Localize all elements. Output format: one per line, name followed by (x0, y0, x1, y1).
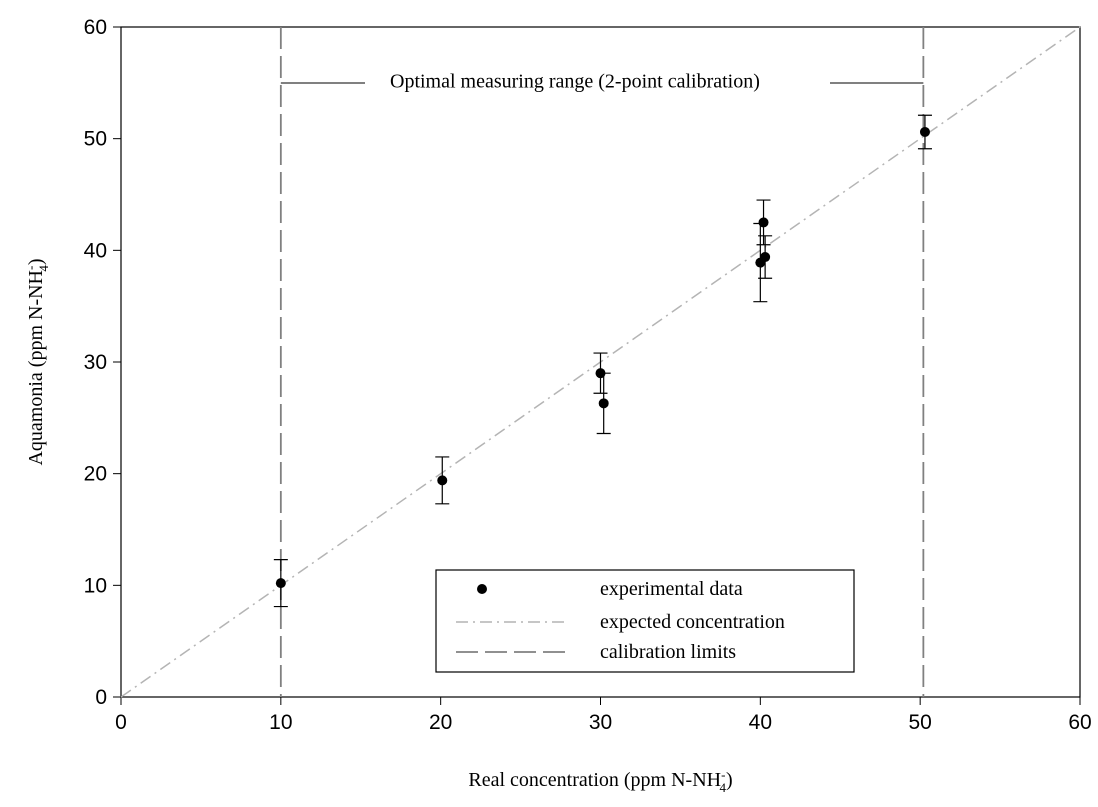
x-tick-label: 40 (749, 711, 772, 734)
x-tick-label: 20 (429, 711, 452, 734)
y-tick-label: 30 (84, 351, 107, 374)
x-axis-label: Real concentration (ppm N-NH-4) (468, 767, 732, 795)
y-tick-label: 60 (84, 16, 107, 39)
x-tick-label: 0 (115, 711, 127, 734)
data-point (275, 578, 286, 589)
x-tick-label: 10 (269, 711, 292, 734)
data-point (758, 217, 769, 228)
x-tick-label: 30 (589, 711, 612, 734)
legend-label: expected concentration (600, 611, 785, 633)
x-axis-label-sub: 4 (719, 780, 726, 795)
legend-box (435, 569, 855, 673)
x-axis-label-end: ) (726, 769, 733, 791)
y-axis-label-end: ) (25, 258, 47, 265)
data-point (919, 126, 930, 137)
y-tick-label: 0 (95, 686, 107, 709)
y-tick-label: 40 (84, 239, 107, 262)
legend-label: experimental data (600, 578, 743, 600)
data-point (598, 398, 609, 409)
x-axis-label-text: Real concentration (ppm N-NH (468, 769, 721, 791)
legend-label: calibration limits (600, 641, 736, 663)
y-axis-label-sub: 4 (36, 265, 51, 272)
legend-marker (477, 584, 487, 594)
y-tick-label: 10 (84, 574, 107, 597)
y-axis-label: Aquamonia (ppm N-NH-4) (23, 258, 51, 465)
y-tick-label: 50 (84, 128, 107, 151)
y-axis-label-sup: - (23, 266, 38, 270)
data-point (437, 475, 448, 486)
data-point (760, 252, 771, 263)
y-axis-label-text: Aquamonia (ppm N-NH (25, 270, 47, 466)
x-tick-label: 50 (908, 711, 931, 734)
x-axis-label-sup: - (721, 767, 725, 782)
x-tick-label: 60 (1068, 711, 1091, 734)
y-tick-label: 20 (84, 463, 107, 486)
annotation: Optimal measuring range (2-point calibra… (390, 71, 760, 93)
